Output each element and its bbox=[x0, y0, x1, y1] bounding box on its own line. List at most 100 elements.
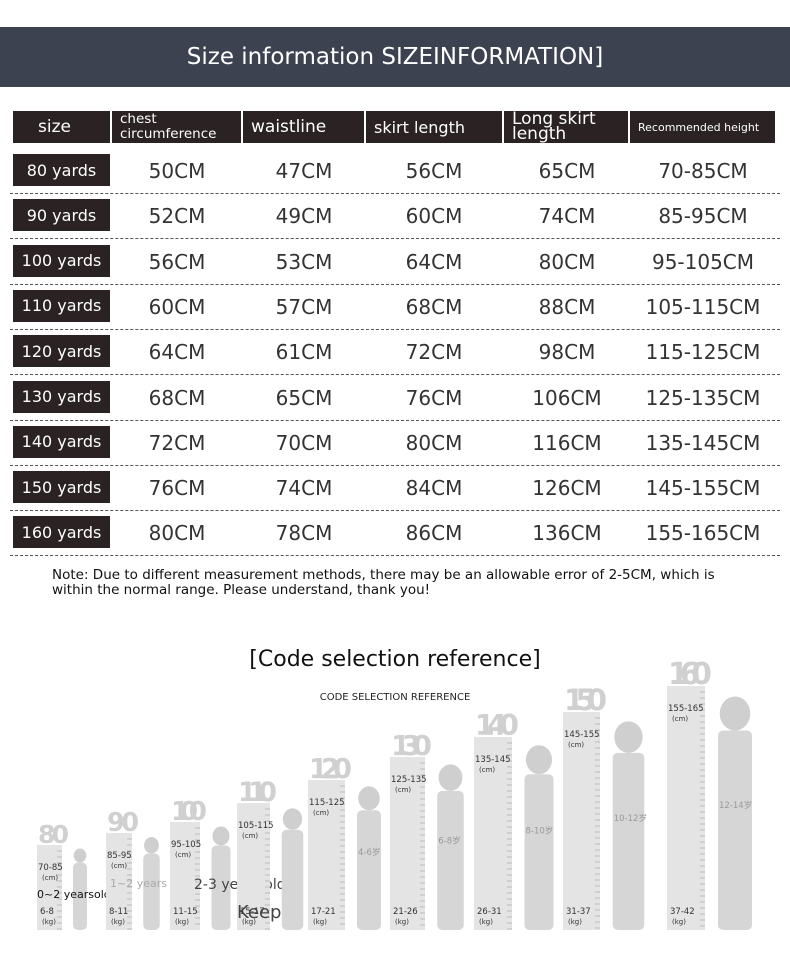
weight-unit: (kg) bbox=[242, 918, 256, 926]
table-cell: 86CM bbox=[405, 521, 463, 546]
weight-range: 8-11 bbox=[109, 907, 128, 917]
size-label: 140 yards bbox=[13, 425, 110, 458]
table-cell: 115-125CM bbox=[645, 340, 761, 365]
table-cell: 95-105CM bbox=[651, 249, 755, 274]
table-cell: 98CM bbox=[538, 340, 596, 365]
age-label: 10-12岁 bbox=[614, 813, 647, 824]
table-cell: 126CM bbox=[532, 476, 602, 501]
row-divider bbox=[10, 328, 780, 330]
child-body bbox=[612, 752, 645, 930]
weight-unit: (kg) bbox=[479, 918, 493, 926]
height-range: 145-155 bbox=[564, 730, 600, 740]
size-label: 80 yards bbox=[13, 154, 110, 186]
height-range: 125-135 bbox=[391, 775, 427, 785]
table-cell: 52CM bbox=[148, 204, 206, 229]
child-head bbox=[438, 764, 463, 791]
age-label: Keep bbox=[237, 902, 281, 923]
height-unit: (cm) bbox=[175, 851, 191, 859]
table-cell: 56CM bbox=[405, 159, 463, 183]
table-cell: 53CM bbox=[275, 249, 333, 274]
height-unit: (cm) bbox=[42, 874, 58, 882]
weight-unit: (kg) bbox=[175, 918, 189, 926]
table-cell: 88CM bbox=[538, 294, 596, 319]
table-cell: 85-95CM bbox=[658, 204, 748, 229]
weight-range: 21-26 bbox=[393, 907, 418, 917]
table-cell: 106CM bbox=[532, 385, 602, 410]
row-divider bbox=[10, 238, 780, 240]
table-cell: 49CM bbox=[275, 204, 333, 229]
age-label: 12-14岁 bbox=[719, 800, 752, 811]
age-label: 0~2 yearsold bbox=[37, 888, 111, 901]
height-range: 135-145 bbox=[475, 755, 511, 765]
child-body bbox=[524, 774, 554, 930]
table-cell: 47CM bbox=[275, 159, 333, 183]
row-divider bbox=[10, 464, 780, 466]
row-divider bbox=[10, 510, 780, 512]
size-label: 160 yards bbox=[13, 516, 110, 549]
table-cell: 68CM bbox=[148, 385, 206, 410]
child-body bbox=[73, 862, 87, 930]
size-label: 90 yards bbox=[13, 199, 110, 232]
size-number: 150 bbox=[564, 683, 607, 717]
table-cell: 78CM bbox=[275, 521, 333, 546]
reference-title: [Code selection reference] bbox=[249, 647, 541, 672]
weight-range: 37-42 bbox=[670, 907, 695, 917]
column-header: Long skirt length bbox=[504, 111, 628, 143]
table-cell: 136CM bbox=[532, 521, 602, 546]
height-range: 95-105 bbox=[171, 840, 201, 850]
child-body bbox=[437, 790, 464, 930]
table-cell: 74CM bbox=[538, 204, 596, 229]
child-body bbox=[281, 829, 304, 930]
ruler bbox=[667, 686, 705, 930]
height-unit: (cm) bbox=[479, 766, 495, 774]
table-cell: 70CM bbox=[275, 430, 333, 455]
weight-unit: (kg) bbox=[42, 918, 56, 926]
weight-unit: (kg) bbox=[568, 918, 582, 926]
table-cell: 155-165CM bbox=[645, 521, 761, 546]
age-label: 1~2 years old bbox=[110, 877, 187, 890]
size-number: 100 bbox=[171, 797, 207, 827]
table-cell: 80CM bbox=[538, 249, 596, 274]
table-cell: 125-135CM bbox=[645, 385, 761, 410]
weight-unit: (kg) bbox=[395, 918, 409, 926]
table-cell: 64CM bbox=[148, 340, 206, 365]
age-label: 4-6岁 bbox=[358, 847, 380, 858]
child-body bbox=[143, 853, 160, 930]
child-head bbox=[719, 696, 751, 731]
table-cell: 64CM bbox=[405, 249, 463, 274]
column-header: Recommended height bbox=[630, 111, 775, 143]
size-number: 130 bbox=[391, 729, 432, 762]
child-head bbox=[73, 848, 87, 863]
table-cell: 56CM bbox=[148, 249, 206, 274]
row-divider bbox=[10, 419, 780, 421]
size-number: 120 bbox=[309, 754, 352, 785]
size-number: 110 bbox=[238, 777, 277, 808]
banner-title: Size information SIZEINFORMATION] bbox=[0, 27, 790, 87]
weight-range: 17-21 bbox=[311, 907, 336, 917]
table-cell: 68CM bbox=[405, 294, 463, 319]
size-label: 120 yards bbox=[13, 335, 110, 368]
child-body bbox=[718, 730, 752, 930]
height-unit: (cm) bbox=[672, 715, 688, 723]
ruler bbox=[474, 737, 512, 930]
weight-range: 6-8 bbox=[40, 907, 54, 917]
table-cell: 145-155CM bbox=[645, 476, 761, 501]
child-body bbox=[357, 810, 381, 930]
reference-subtitle: CODE SELECTION REFERENCE bbox=[319, 692, 471, 703]
table-cell: 72CM bbox=[148, 430, 206, 455]
table-cell: 70-85CM bbox=[658, 159, 748, 183]
weight-range: 11-15 bbox=[173, 907, 198, 917]
child-head bbox=[614, 721, 643, 753]
child-head bbox=[144, 837, 159, 854]
height-range: 70-85 bbox=[38, 863, 63, 873]
weight-range: 15-17 bbox=[240, 907, 265, 917]
column-header: waistline bbox=[243, 111, 364, 143]
table-cell: 50CM bbox=[148, 159, 206, 183]
size-number: 160 bbox=[668, 657, 712, 692]
child-head bbox=[358, 786, 380, 811]
size-label: 100 yards bbox=[13, 244, 110, 277]
weight-range: 31-37 bbox=[566, 907, 591, 917]
table-cell: 116CM bbox=[532, 430, 602, 455]
weight-unit: (kg) bbox=[313, 918, 327, 926]
